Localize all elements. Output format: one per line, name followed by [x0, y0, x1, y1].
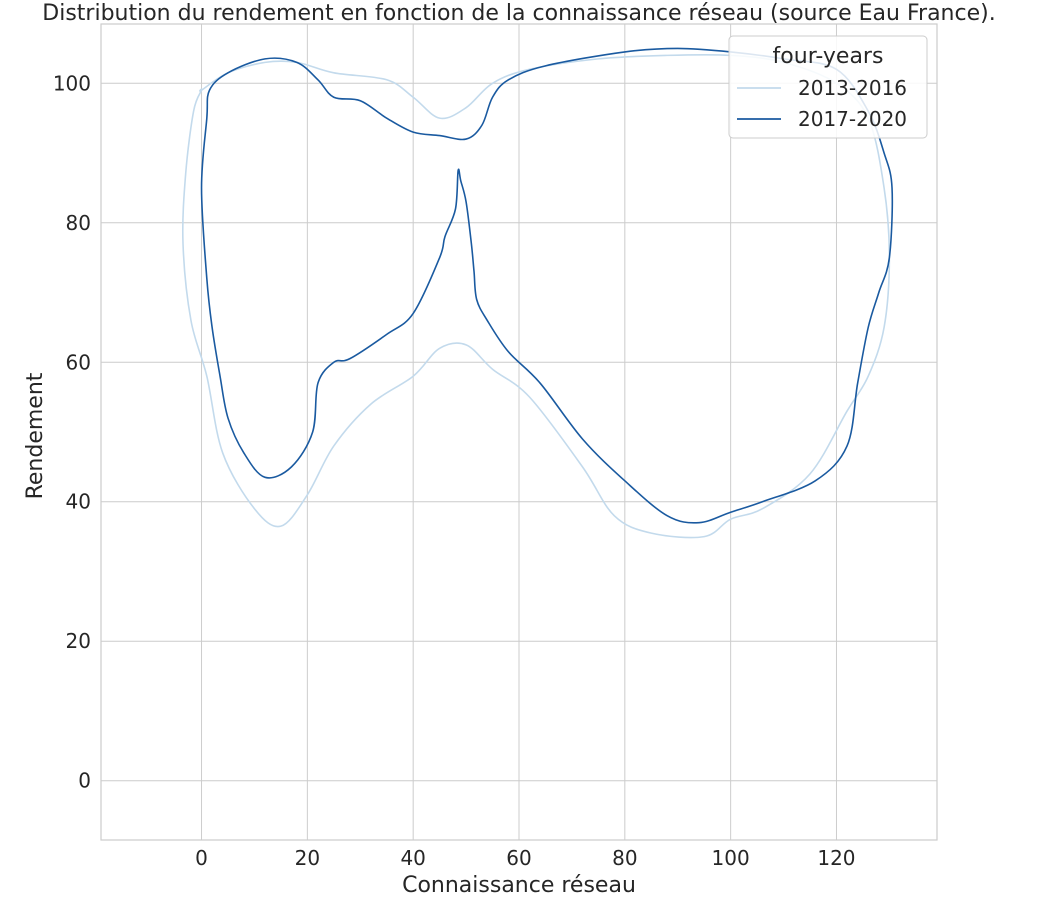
- plot-frame: [100, 23, 938, 841]
- legend-label-2013-2016: 2013-2016: [798, 76, 907, 100]
- legend-title: four-years: [773, 44, 884, 69]
- x-tick-label: 40: [400, 846, 425, 870]
- y-tick-label: 100: [53, 71, 91, 95]
- contour-2017-2020: [200, 47, 894, 524]
- x-tick-label: 60: [506, 846, 531, 870]
- chart-title: Distribution du rendement en fonction de…: [42, 1, 995, 26]
- x-tick-label: 100: [712, 846, 750, 870]
- contour-2013-2016: [181, 53, 891, 539]
- legend-label-2017-2020: 2017-2020: [798, 107, 907, 131]
- x-tick-label: 0: [195, 846, 208, 870]
- y-tick-label: 40: [66, 490, 91, 514]
- x-axis-label: Connaissance réseau: [402, 873, 636, 897]
- y-tick-label: 20: [66, 629, 91, 653]
- y-axis-label: Rendement: [23, 372, 48, 499]
- series-layer: [181, 47, 894, 539]
- y-tick-label: 0: [78, 769, 91, 793]
- x-tick-label: 80: [612, 846, 637, 870]
- x-tick-label: 20: [295, 846, 320, 870]
- legend: four-years 2013-2016 2017-2020: [728, 35, 928, 139]
- legend-box: [728, 35, 928, 139]
- y-tick-label: 60: [66, 350, 91, 374]
- tick-labels: 0 20 40 60 80 100 120 0 20 40 60 80 100: [53, 71, 856, 870]
- y-tick-label: 80: [66, 211, 91, 235]
- x-tick-label: 120: [817, 846, 855, 870]
- grid: [101, 24, 937, 840]
